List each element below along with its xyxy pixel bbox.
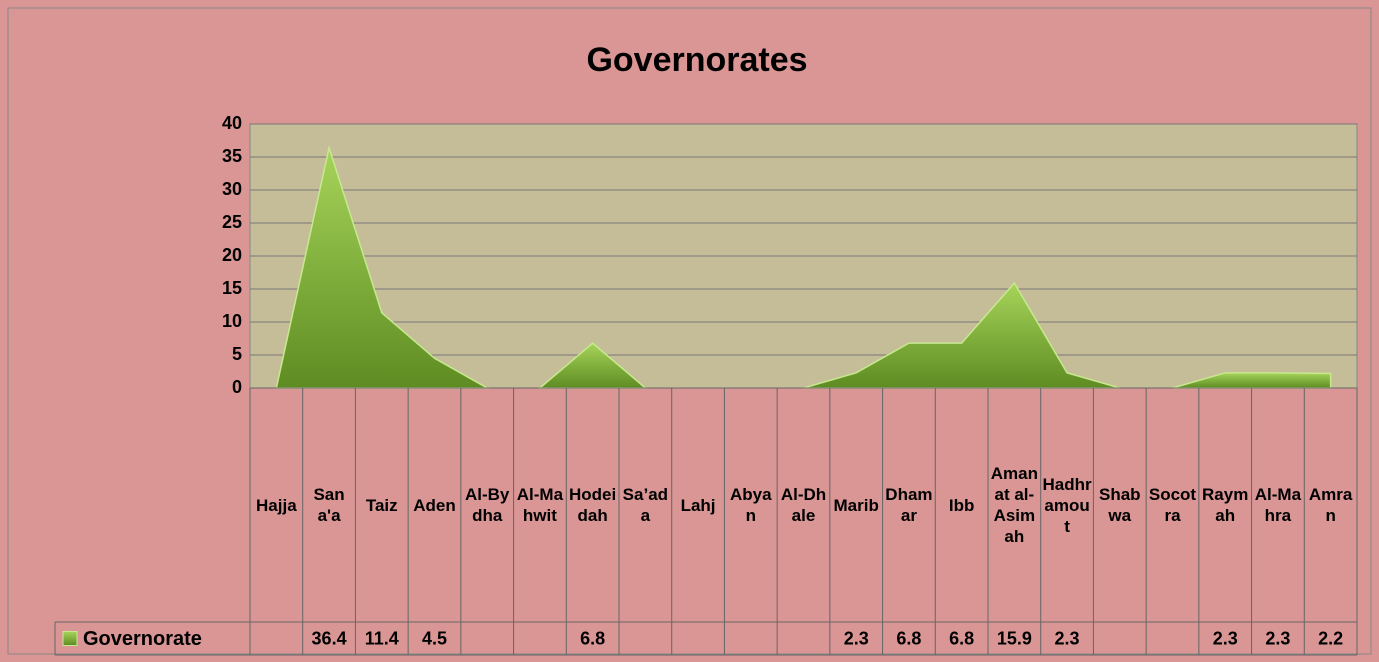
y-tick-label: 5 (232, 344, 242, 364)
data-table-value: 6.8 (580, 628, 605, 648)
x-tick-label: Shabwa (1098, 485, 1141, 525)
y-tick-label: 0 (232, 377, 242, 397)
x-tick-label: Al-Mahwit (516, 485, 564, 525)
y-tick-label: 25 (222, 212, 242, 232)
y-tick-label: 20 (222, 245, 242, 265)
y-tick-label: 30 (222, 179, 242, 199)
x-tick-label: Socotra (1148, 485, 1197, 525)
x-tick-label: Dhamar (885, 485, 933, 525)
chart-border (7, 7, 1372, 655)
data-table-value: 4.5 (422, 628, 447, 648)
x-tick-label: Sana'a (313, 485, 345, 525)
y-tick-label: 40 (222, 113, 242, 133)
area (803, 281, 1120, 389)
x-tick-label: Lahj (680, 495, 716, 515)
legend-swatch (62, 631, 78, 646)
x-tick-label: Marib (833, 495, 879, 515)
x-tick-label: Amanat al-Asimah (990, 464, 1038, 546)
data-table-value: 11.4 (365, 628, 399, 648)
x-tick-label: Amran (1308, 485, 1353, 525)
data-table-value: 2.3 (1055, 628, 1080, 648)
x-tick-label: Al-Dhale (780, 485, 827, 525)
x-tick-label: Sa’ada (622, 485, 669, 525)
data-table-value: 6.8 (896, 628, 921, 648)
data-table-value: 2.2 (1318, 628, 1343, 648)
legend-label: Governorate (83, 628, 202, 650)
data-table-value: 6.8 (949, 628, 974, 648)
x-tick-label: Hajja (256, 495, 297, 515)
x-tick-label: Al-Bydha (464, 485, 510, 525)
y-tick-label: 15 (222, 278, 242, 298)
x-tick-label: Ibb (948, 495, 975, 515)
data-table-value: 2.3 (1265, 628, 1290, 648)
data-table-value: 2.3 (1213, 628, 1238, 648)
chart-title: Governorates (586, 41, 807, 79)
data-table-value: 2.3 (844, 628, 869, 648)
x-tick-label: Abyan (729, 485, 772, 525)
x-tick-label: Taiz (365, 495, 398, 515)
y-tick-label: 10 (222, 311, 242, 331)
x-tick-label: Aden (413, 495, 456, 515)
x-tick-label: Al-Mahra (1254, 485, 1302, 525)
x-tick-label: Hadhramout (1042, 474, 1092, 536)
data-table-value: 36.4 (312, 628, 347, 648)
x-tick-label: Raymah (1202, 485, 1249, 525)
data-table-value: 15.9 (997, 628, 1032, 648)
x-tick-label: Hodeidah (569, 485, 617, 525)
y-tick-label: 35 (222, 146, 242, 166)
